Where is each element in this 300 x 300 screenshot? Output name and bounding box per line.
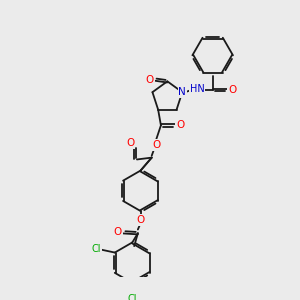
Text: Cl: Cl (128, 294, 137, 300)
Text: O: O (228, 85, 236, 95)
Text: O: O (176, 120, 184, 130)
Text: N: N (178, 87, 186, 97)
Text: Cl: Cl (92, 244, 101, 254)
Text: HN: HN (190, 84, 204, 94)
Text: O: O (136, 215, 145, 225)
Text: O: O (113, 227, 122, 237)
Text: O: O (126, 138, 135, 148)
Text: O: O (146, 74, 154, 85)
Text: O: O (152, 140, 160, 150)
